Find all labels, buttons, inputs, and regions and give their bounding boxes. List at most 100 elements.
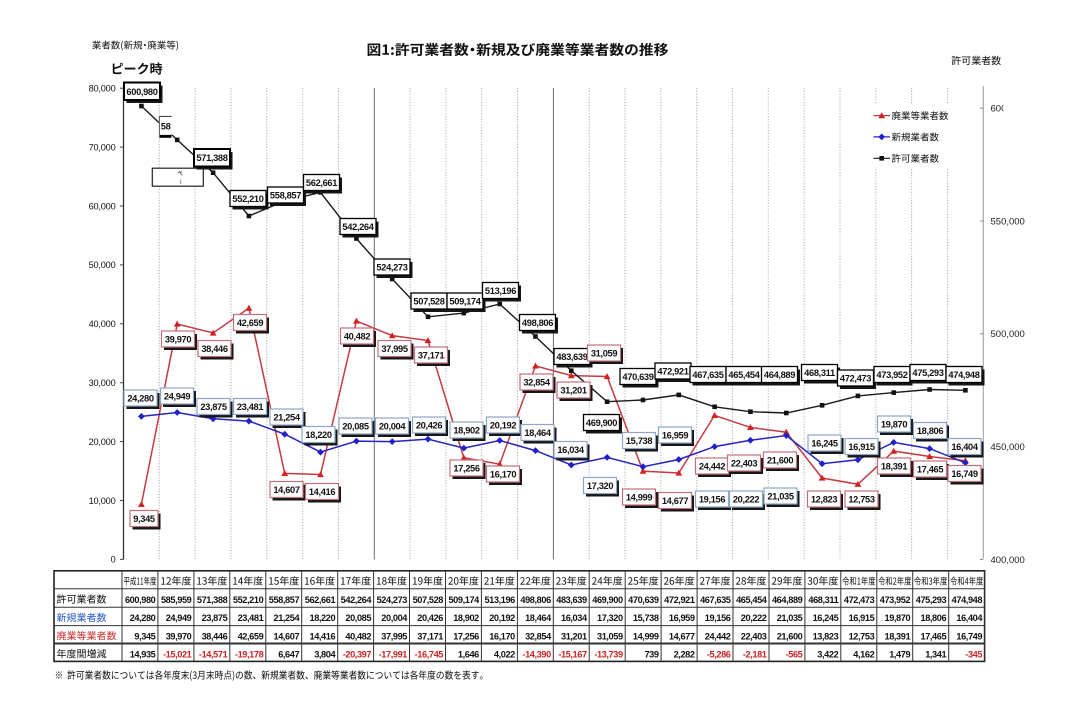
svg-text:464,889: 464,889	[772, 595, 803, 605]
svg-text:6,647: 6,647	[278, 649, 299, 659]
svg-text:465,454: 465,454	[736, 595, 768, 605]
svg-text:-20,397: -20,397	[343, 649, 372, 659]
svg-text:-5,286: -5,286	[707, 649, 731, 659]
svg-text:509,174: 509,174	[449, 297, 481, 307]
svg-text:17,465: 17,465	[920, 631, 946, 641]
svg-text:31,059: 31,059	[597, 631, 623, 641]
svg-text:21,600: 21,600	[777, 631, 803, 641]
svg-text:20,222: 20,222	[741, 613, 767, 623]
svg-text:20,192: 20,192	[489, 613, 515, 623]
svg-text:468,311: 468,311	[808, 595, 838, 605]
svg-text:472,921: 472,921	[664, 595, 695, 605]
svg-text:19,156: 19,156	[705, 613, 731, 623]
svg-text:21,600: 21,600	[767, 456, 794, 466]
svg-text:464,889: 464,889	[764, 370, 795, 380]
svg-text:20,085: 20,085	[342, 422, 369, 432]
svg-text:14,999: 14,999	[626, 493, 653, 503]
svg-text:40,000: 40,000	[89, 319, 116, 329]
svg-text:465,454: 465,454	[728, 370, 760, 380]
svg-text:23,875: 23,875	[200, 402, 227, 412]
svg-text:524,273: 524,273	[377, 595, 408, 605]
svg-text:15,738: 15,738	[626, 436, 653, 446]
svg-text:500,000: 500,000	[991, 329, 1025, 340]
svg-text:15,738: 15,738	[633, 613, 659, 623]
svg-text:42,659: 42,659	[238, 631, 264, 641]
svg-text:24,280: 24,280	[130, 613, 156, 623]
svg-text:1,646: 1,646	[458, 649, 479, 659]
svg-text:524,273: 524,273	[376, 263, 407, 273]
svg-text:469,900: 469,900	[586, 418, 617, 428]
svg-text:37,995: 37,995	[381, 344, 408, 354]
svg-text:3,422: 3,422	[817, 649, 838, 659]
svg-text:18,220: 18,220	[305, 430, 332, 440]
svg-text:16,915: 16,915	[848, 442, 875, 452]
svg-text:474,948: 474,948	[952, 595, 983, 605]
svg-text:20,004: 20,004	[379, 422, 407, 432]
svg-text:-14,571: -14,571	[199, 649, 228, 659]
svg-text:21,035: 21,035	[767, 492, 794, 502]
svg-text:20,222: 20,222	[733, 495, 760, 505]
svg-text:14,607: 14,607	[273, 485, 300, 495]
svg-text:-345: -345	[965, 649, 982, 659]
svg-text:9,345: 9,345	[133, 514, 155, 524]
svg-text:18,220: 18,220	[309, 613, 335, 623]
svg-text:16,749: 16,749	[951, 469, 978, 479]
svg-text:-15,167: -15,167	[558, 649, 587, 659]
svg-text:0: 0	[111, 555, 116, 565]
svg-text:16,404: 16,404	[951, 442, 979, 452]
svg-text:16,959: 16,959	[662, 431, 689, 441]
svg-text:600,980: 600,980	[125, 595, 156, 605]
svg-text:24,949: 24,949	[164, 392, 191, 402]
svg-text:507,528: 507,528	[413, 595, 444, 605]
svg-text:17,465: 17,465	[917, 465, 944, 475]
svg-text:13,823: 13,823	[813, 631, 839, 641]
svg-text:9,345: 9,345	[134, 631, 155, 641]
svg-text:12,753: 12,753	[849, 631, 875, 641]
svg-text:14,999: 14,999	[633, 631, 659, 641]
svg-text:18,391: 18,391	[884, 631, 910, 641]
svg-text:12,823: 12,823	[811, 495, 838, 505]
svg-text:21,035: 21,035	[777, 613, 803, 623]
svg-text:483,639: 483,639	[556, 595, 587, 605]
svg-text:10,000: 10,000	[89, 496, 116, 506]
svg-text:17,256: 17,256	[453, 464, 480, 474]
svg-text:4,022: 4,022	[494, 649, 515, 659]
svg-text:16,915: 16,915	[849, 613, 875, 623]
svg-text:470,639: 470,639	[628, 595, 659, 605]
svg-text:14,416: 14,416	[309, 487, 336, 497]
svg-text:20,000: 20,000	[89, 437, 116, 447]
svg-text:473,952: 473,952	[880, 595, 911, 605]
svg-text:23,875: 23,875	[202, 613, 228, 623]
svg-text:467,635: 467,635	[700, 595, 731, 605]
svg-text:562,661: 562,661	[306, 178, 337, 188]
svg-text:550,000: 550,000	[991, 216, 1025, 227]
svg-text:18,464: 18,464	[525, 613, 552, 623]
svg-text:30,000: 30,000	[89, 378, 116, 388]
svg-text:-565: -565	[786, 649, 803, 659]
svg-text:552,210: 552,210	[233, 595, 264, 605]
svg-text:468,311: 468,311	[804, 368, 835, 378]
svg-text:80,000: 80,000	[89, 84, 116, 94]
svg-text:473,952: 473,952	[876, 370, 907, 380]
svg-text:24,949: 24,949	[166, 613, 192, 623]
svg-text:513,196: 513,196	[485, 286, 516, 296]
svg-text:-2,181: -2,181	[743, 649, 767, 659]
svg-text:542,264: 542,264	[341, 595, 373, 605]
svg-text:-14,390: -14,390	[522, 649, 551, 659]
svg-text:39,970: 39,970	[166, 631, 192, 641]
svg-text:571,388: 571,388	[196, 153, 227, 163]
svg-text:483,639: 483,639	[556, 352, 587, 362]
svg-text:14,677: 14,677	[662, 496, 689, 506]
svg-text:60,000: 60,000	[89, 201, 116, 211]
svg-text:542,264: 542,264	[342, 222, 374, 232]
svg-text:40,482: 40,482	[344, 332, 371, 342]
svg-text:-17,991: -17,991	[379, 649, 408, 659]
svg-text:18,902: 18,902	[453, 613, 479, 623]
svg-text:16,245: 16,245	[811, 439, 838, 449]
svg-text:42,659: 42,659	[237, 318, 264, 328]
svg-text:507,528: 507,528	[413, 297, 444, 307]
svg-text:16,749: 16,749	[956, 631, 982, 641]
svg-text:31,201: 31,201	[560, 386, 587, 396]
svg-text:17,256: 17,256	[453, 631, 479, 641]
svg-text:17,320: 17,320	[587, 481, 614, 491]
